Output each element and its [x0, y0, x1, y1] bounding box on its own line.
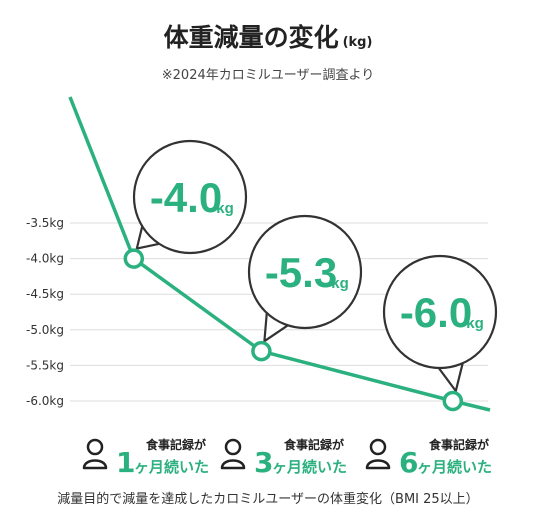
person-icon — [82, 438, 108, 470]
person-icon — [365, 438, 391, 470]
data-points — [123, 248, 464, 412]
y-tick-label: -5.0kg — [26, 323, 64, 337]
callout-unit: kg — [466, 315, 484, 332]
callout-circle — [247, 214, 363, 330]
area-hatch — [71, 102, 488, 415]
footnote: 減量目的で減量を達成したカロミルユーザーの体重変化（BMI 25以上） — [57, 492, 479, 507]
y-tick-label: -5.5kg — [26, 358, 64, 372]
legend-small-text: 食事記録が — [284, 438, 345, 452]
callout-value: -4.0 — [150, 174, 222, 221]
chart-title: 体重減量の変化 (kg) — [0, 18, 536, 54]
legend-month-text: ヶ月続いた — [134, 458, 210, 476]
legend-month-number: 1 — [116, 446, 136, 479]
callout-bubbles: -4.0kg-5.3kg-6.0kg — [132, 139, 498, 393]
y-axis-ticks: -3.5kg -4.0kg -4.5kg -5.0kg -5.5kg -6.0kg — [26, 216, 64, 408]
callout-circle — [382, 254, 498, 370]
callout-value: -6.0 — [400, 289, 472, 336]
y-tick-label: -4.5kg — [26, 287, 64, 301]
callout-unit: kg — [216, 200, 234, 217]
y-tick-label: -3.5kg — [26, 216, 64, 230]
line-chart: -3.5kg-4.0kg-4.5kg-5.0kg-5.5kg-6.0kg -4.… — [26, 96, 498, 415]
data-point — [442, 390, 464, 412]
y-tick-label: -6.0kg — [26, 394, 64, 408]
legend-small-text: 食事記録が — [429, 438, 490, 452]
legend-month-number: 3 — [254, 446, 274, 479]
y-tick-label: -4.0kg — [26, 252, 64, 266]
legend-month-text: ヶ月続いた — [272, 458, 348, 476]
chart-title-unit: (kg) — [342, 35, 373, 50]
callout-circle — [132, 139, 248, 255]
callout-bubble: -6.0kg — [382, 254, 498, 393]
callout-bubble: -5.3kg — [247, 214, 363, 343]
chart-title-text: 体重減量の変化 — [163, 23, 339, 52]
legend-month-text: ヶ月続いた — [417, 458, 493, 476]
data-point — [251, 340, 272, 362]
callout-bubble: -4.0kg — [132, 139, 248, 255]
data-point — [123, 248, 145, 269]
legend-month-number: 6 — [399, 446, 419, 479]
person-icon — [220, 438, 246, 470]
callout-unit: kg — [331, 275, 349, 292]
source-note: ※2024年カロミルユーザー調査より — [161, 68, 375, 83]
legend-small-text: 食事記録が — [146, 438, 207, 452]
callout-value: -5.3 — [265, 249, 337, 296]
